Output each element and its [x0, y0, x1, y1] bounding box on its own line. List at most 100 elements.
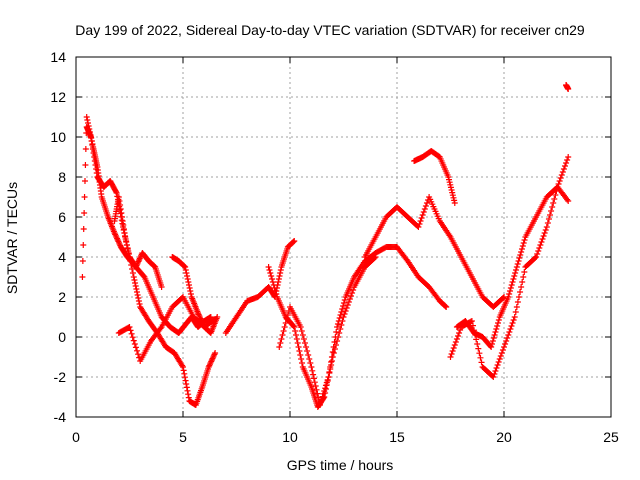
data-point: [185, 282, 192, 288]
data-point: [272, 288, 279, 294]
data-point: [550, 200, 557, 206]
data-point: [545, 216, 552, 222]
data-point: [504, 335, 511, 341]
data-point: [565, 86, 572, 92]
y-tick-label: -2: [54, 369, 67, 385]
data-point: [82, 162, 89, 168]
data-point: [298, 360, 305, 366]
data-point: [158, 284, 165, 290]
data-point: [342, 308, 349, 314]
data-point: [293, 336, 300, 342]
data-point: [186, 285, 193, 291]
data-point: [132, 344, 139, 351]
data-point: [509, 279, 516, 285]
data-point: [452, 339, 459, 345]
data-point: [447, 354, 454, 360]
data-point: [280, 328, 287, 334]
data-point: [134, 292, 141, 298]
data-point: [332, 334, 339, 340]
data-point: [122, 234, 129, 240]
data-point: [518, 246, 525, 252]
data-point: [84, 117, 91, 123]
data-point: [502, 341, 509, 347]
data-point: [91, 154, 98, 160]
data-point: [415, 224, 422, 230]
data-point: [505, 294, 512, 300]
data-point: [350, 287, 357, 293]
data-point: [82, 146, 89, 152]
data-point: [421, 206, 428, 212]
data-point: [325, 374, 332, 380]
data-point: [113, 190, 120, 196]
series-arc-13: [563, 82, 572, 92]
data-point: [185, 394, 192, 401]
data-point: [518, 249, 525, 255]
data-point: [313, 386, 320, 393]
y-tick-label: 10: [50, 129, 66, 145]
data-point: [450, 345, 457, 351]
data-point: [329, 349, 336, 355]
data-point: [510, 317, 517, 323]
data-point: [501, 344, 507, 350]
x-tick-label: 10: [282, 429, 298, 445]
ticks: 0 5 10 15 20 25 -4 -2 0 2 4 6 8 10 12 14: [50, 49, 619, 445]
x-tick-label: 0: [72, 429, 80, 445]
data-point: [533, 254, 540, 260]
data-point: [277, 270, 284, 276]
data-point: [515, 258, 522, 264]
data-point: [314, 390, 321, 397]
data-point: [328, 359, 335, 365]
data-point: [343, 305, 350, 311]
data-point: [290, 323, 297, 329]
data-point: [416, 221, 423, 227]
data-point: [560, 166, 567, 172]
data-point: [291, 238, 298, 244]
data-point: [520, 240, 527, 246]
data-point: [499, 347, 506, 353]
data-point: [330, 350, 337, 356]
data-point: [514, 299, 521, 305]
data-point: [182, 267, 189, 273]
data-point: [341, 297, 348, 303]
data-point: [333, 329, 340, 335]
y-axis-label: SDTVAR / TECUs: [4, 182, 20, 294]
data-point: [128, 330, 135, 337]
data-point: [516, 255, 523, 261]
data-point: [489, 338, 496, 344]
data-point: [277, 267, 284, 273]
data-point: [181, 370, 188, 377]
series-arc-4: [115, 294, 219, 364]
y-tick-label: 12: [50, 89, 66, 105]
data-point: [300, 336, 307, 342]
data-point: [517, 289, 524, 295]
y-tick-label: 14: [50, 49, 66, 65]
data-point: [492, 368, 499, 374]
data-point: [305, 352, 312, 358]
data-point: [123, 242, 130, 248]
data-point: [540, 233, 547, 239]
data-point: [130, 337, 137, 344]
data-point: [294, 340, 301, 346]
data-point: [127, 327, 134, 334]
data-point: [277, 340, 284, 346]
data-point: [185, 391, 192, 398]
data-point: [187, 288, 194, 294]
data-point: [334, 321, 341, 327]
data-point: [310, 371, 317, 378]
data-point: [298, 356, 305, 362]
data-point: [490, 335, 497, 341]
data-point: [473, 336, 480, 343]
data-point: [90, 150, 97, 156]
data-point: [123, 238, 130, 244]
data-point: [338, 309, 345, 315]
data-point: [185, 279, 192, 285]
data-point: [419, 212, 426, 218]
data-point: [318, 396, 325, 403]
y-tick-label: 4: [58, 249, 66, 265]
data-point: [563, 160, 570, 166]
data-point: [548, 208, 555, 214]
data-point: [308, 364, 315, 370]
data-point: [542, 227, 549, 233]
series-arc-12: [453, 184, 572, 350]
